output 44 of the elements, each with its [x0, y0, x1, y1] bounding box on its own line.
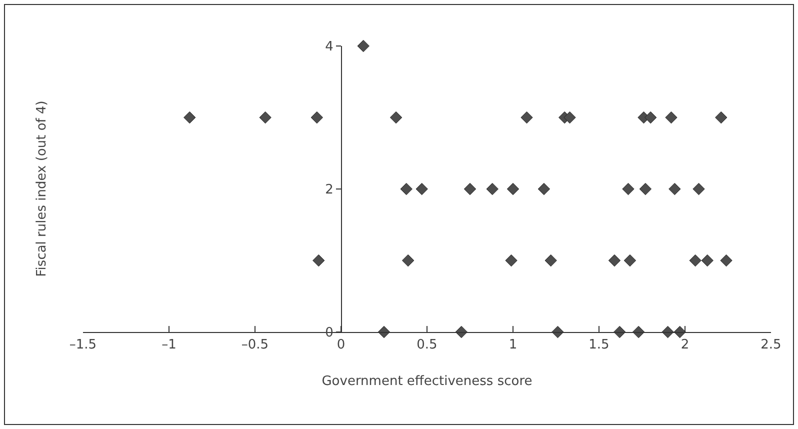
point: [662, 326, 674, 338]
point: [644, 111, 657, 124]
point: [552, 326, 564, 338]
y-tick-label: 2: [325, 182, 334, 198]
point: [310, 111, 324, 124]
point: [464, 182, 476, 196]
point: [665, 111, 678, 124]
point: [639, 182, 652, 196]
point: [692, 182, 705, 196]
x-tick-label: 1: [508, 338, 518, 353]
x-tick-label: –1: [162, 338, 176, 353]
x-tick-label: –1.5: [69, 338, 97, 353]
point: [312, 254, 325, 267]
point: [544, 254, 557, 267]
point: [184, 111, 196, 124]
x-tick-label: 2: [680, 338, 690, 353]
point: [538, 182, 550, 196]
point: [564, 111, 576, 124]
point: [720, 254, 732, 267]
y-axis-title: Fiscal rules index (out of 4): [34, 100, 50, 277]
point: [715, 111, 728, 124]
point: [390, 111, 402, 124]
point: [486, 182, 498, 196]
point: [520, 111, 533, 124]
point: [689, 254, 702, 267]
x-tick-label: 0.5: [416, 338, 438, 353]
point: [701, 254, 714, 267]
point: [402, 254, 414, 267]
point: [668, 182, 681, 196]
point: [622, 182, 634, 196]
x-axis-title: Government effectiveness score: [322, 374, 532, 390]
x-tick-label: 1.5: [588, 338, 610, 353]
point: [505, 254, 518, 267]
point: [259, 111, 272, 124]
x-tick-label: –0.5: [241, 338, 269, 353]
point: [357, 40, 370, 52]
y-tick-label: 4: [325, 40, 334, 55]
x-tick-label: 2.5: [760, 338, 782, 353]
point: [400, 182, 412, 196]
x-tick-label: 0: [336, 338, 346, 353]
point: [624, 254, 636, 267]
point: [416, 182, 428, 196]
point: [506, 182, 520, 196]
point: [608, 254, 621, 267]
